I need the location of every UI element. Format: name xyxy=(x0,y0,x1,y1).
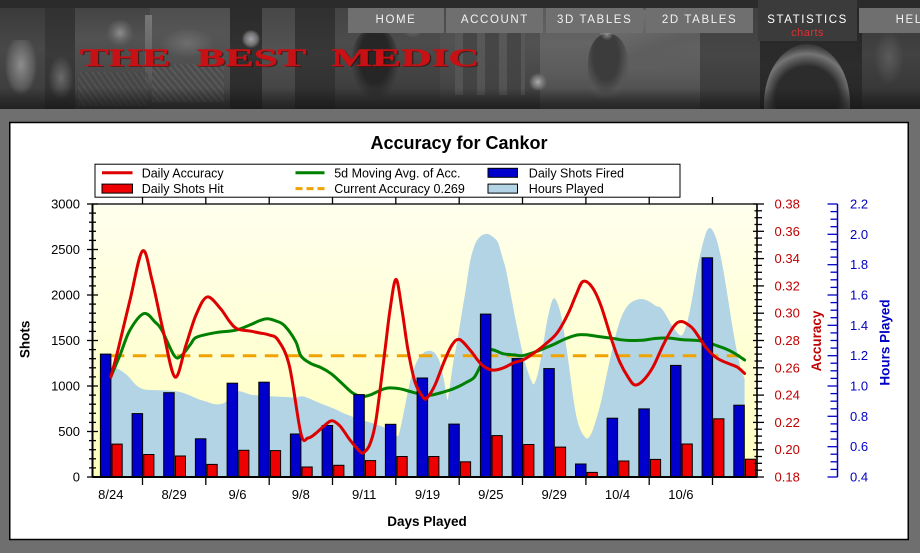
svg-text:500: 500 xyxy=(58,424,80,439)
svg-text:5d Moving Avg. of Acc.: 5d Moving Avg. of Acc. xyxy=(334,166,460,180)
svg-text:2000: 2000 xyxy=(51,288,80,303)
svg-text:0.24: 0.24 xyxy=(775,388,800,403)
svg-text:9/25: 9/25 xyxy=(478,487,503,502)
svg-text:Hours Played: Hours Played xyxy=(529,182,604,196)
svg-text:1.4: 1.4 xyxy=(850,318,868,333)
svg-text:Shots: Shots xyxy=(17,321,32,359)
svg-text:0: 0 xyxy=(73,470,80,485)
svg-text:0.26: 0.26 xyxy=(775,360,800,375)
svg-text:Days Played: Days Played xyxy=(387,514,467,529)
svg-text:0.30: 0.30 xyxy=(775,306,800,321)
svg-text:3000: 3000 xyxy=(51,197,80,212)
svg-text:9/11: 9/11 xyxy=(352,487,376,502)
svg-text:9/8: 9/8 xyxy=(292,487,310,502)
svg-text:1000: 1000 xyxy=(51,379,80,394)
svg-text:1.8: 1.8 xyxy=(850,257,868,272)
svg-text:8/24: 8/24 xyxy=(98,487,123,502)
svg-text:0.8: 0.8 xyxy=(850,409,868,424)
svg-text:Daily Shots Hit: Daily Shots Hit xyxy=(142,182,224,196)
svg-text:0.6: 0.6 xyxy=(850,439,868,454)
svg-text:0.4: 0.4 xyxy=(850,470,868,485)
svg-text:2500: 2500 xyxy=(51,242,80,257)
svg-text:9/29: 9/29 xyxy=(542,487,567,502)
svg-text:0.38: 0.38 xyxy=(775,197,800,212)
svg-text:0.18: 0.18 xyxy=(775,470,800,485)
svg-text:1.0: 1.0 xyxy=(850,379,868,394)
svg-text:0.22: 0.22 xyxy=(775,415,800,430)
svg-text:Hours Played: Hours Played xyxy=(878,299,893,385)
svg-text:Accuracy for Cankor: Accuracy for Cankor xyxy=(370,133,547,153)
svg-text:Accuracy: Accuracy xyxy=(809,310,824,371)
svg-text:10/6: 10/6 xyxy=(668,487,693,502)
svg-text:0.34: 0.34 xyxy=(775,251,800,266)
svg-text:Current Accuracy 0.269: Current Accuracy 0.269 xyxy=(334,182,465,196)
svg-text:8/29: 8/29 xyxy=(161,487,186,502)
svg-text:10/4: 10/4 xyxy=(605,487,630,502)
svg-text:2.2: 2.2 xyxy=(850,197,868,212)
svg-text:1.2: 1.2 xyxy=(850,348,868,363)
svg-text:1500: 1500 xyxy=(51,333,80,348)
svg-text:9/19: 9/19 xyxy=(415,487,440,502)
svg-text:0.28: 0.28 xyxy=(775,333,800,348)
svg-text:1.6: 1.6 xyxy=(850,288,868,303)
svg-text:0.20: 0.20 xyxy=(775,442,800,457)
svg-text:Daily Shots Fired: Daily Shots Fired xyxy=(529,166,624,180)
svg-text:0.32: 0.32 xyxy=(775,278,800,293)
svg-text:9/6: 9/6 xyxy=(228,487,246,502)
svg-text:0.36: 0.36 xyxy=(775,224,800,239)
svg-text:Daily Accuracy: Daily Accuracy xyxy=(142,166,225,180)
svg-text:2.0: 2.0 xyxy=(850,227,868,242)
